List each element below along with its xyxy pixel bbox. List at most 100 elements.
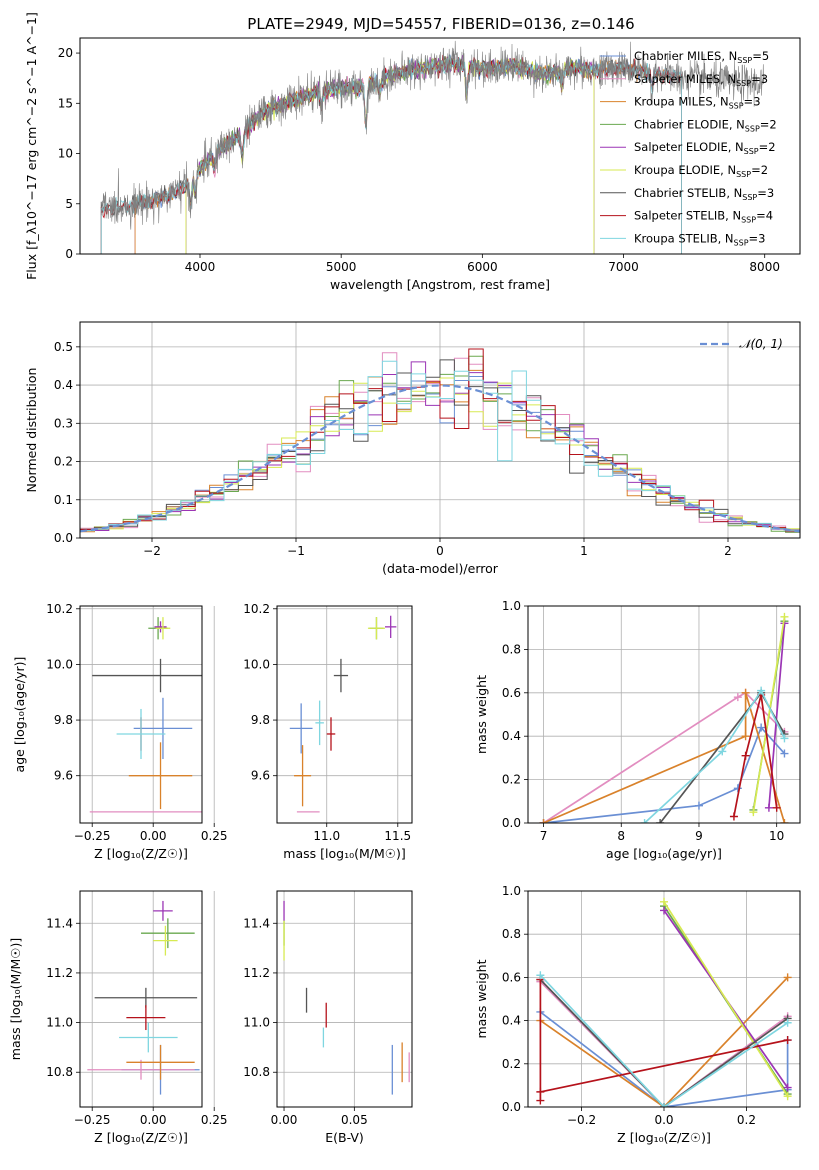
plot-area-age_vs_Z: [89, 617, 202, 813]
y-axis-label: Normed distribution: [24, 368, 39, 493]
observed-spectrum-line: [100, 40, 765, 230]
x-tick-label: 5000: [326, 260, 357, 274]
x-tick-label: −2: [143, 544, 161, 558]
x-tick-label: 8: [617, 829, 625, 843]
x-tick-label: 0: [436, 544, 444, 558]
legend-entry-name: Salpeter MILES: [634, 72, 720, 86]
y-tick-label: 10: [58, 147, 73, 161]
legend-entry-name: Salpeter ELODIE: [634, 140, 728, 154]
errorbar-kroupa-miles: [294, 745, 312, 807]
x-axis-label: age [log₁₀(age/yr)]: [606, 846, 722, 861]
y-tick-label: 10.2: [243, 602, 270, 616]
legend-entry-nssp: 3: [758, 231, 765, 245]
weight-marker: [783, 973, 792, 982]
x-axis-label: mass [log₁₀(M/M☉)]: [283, 846, 405, 861]
y-tick-label: 10.2: [46, 602, 73, 616]
weight-marker: [764, 803, 773, 812]
x-tick-label: 10: [769, 829, 784, 843]
x-tick-label: 7: [540, 829, 548, 843]
plot-area-age_vs_mass: [289, 615, 397, 813]
legend-entry: Chabrier MILES, NSSP=5: [634, 49, 769, 65]
errorbar-chabrier-elodie: [141, 918, 195, 949]
errorbar-kroupa-elodie: [153, 925, 178, 956]
legend-entry-nssp: 4: [766, 209, 773, 223]
x-tick-label: 1: [580, 544, 588, 558]
weight-marker: [656, 819, 665, 823]
weight-marker: [539, 819, 548, 823]
legend-entry-nssp: 2: [768, 140, 775, 154]
y-tick-label: 10.0: [46, 657, 73, 671]
x-tick-label: 6000: [467, 260, 498, 274]
y-tick-label: 20: [58, 46, 73, 60]
panel-residuals: −2 −1 0 1 2 0.0 0.1 0.2 0.3 0.4 0.5 (data-model)/er…: [24, 321, 801, 576]
weight-marker: [741, 732, 750, 741]
legend-entry: 𝒩(0, 1): [739, 337, 783, 351]
weight-line-kroupa-elodie: [663, 901, 789, 1097]
legend-entry-nssp: 5: [762, 49, 769, 63]
y-tick-label: 10.8: [46, 1065, 73, 1079]
x-tick-label: 0.00: [140, 1113, 167, 1127]
errorbar-kroupa-stelib: [315, 700, 324, 746]
errorbar-salpeter-elodie: [154, 621, 167, 633]
x-tick-label: 8000: [749, 260, 780, 274]
errorbar-chabrier-miles: [133, 697, 193, 760]
panel-age_vs_Z: −0.25 0.00 0.25 9.6 9.8 10.0 10.2 Z [log₁₀(Z/Z☉…: [12, 602, 228, 861]
errorbar-chabrier-stelib: [94, 987, 198, 1008]
legend-entry: Salpeter STELIB, NSSP=4: [634, 209, 773, 225]
weight-marker: [733, 784, 742, 793]
x-axis-label: wavelength [Angstrom, rest frame]: [330, 277, 550, 292]
x-tick-label: 11.0: [313, 829, 340, 843]
legend-entry-nssp: 3: [761, 72, 768, 86]
weight-marker: [660, 906, 668, 915]
weight-line-salpeter-stelib: [539, 979, 788, 1101]
weight-marker: [757, 686, 766, 695]
panel-mass_vs_Z: −0.25 0.00 0.25 10.8 11.0 11.2 11.4 Z [log₁₀(Z/…: [8, 890, 228, 1145]
weight-marker: [780, 612, 789, 621]
x-tick-label: 0.2: [737, 1113, 756, 1127]
plot-area-mass_vs_Z: [87, 900, 200, 1095]
panel-spectrum: 4000 5000 6000 7000 8000 0 5 10 15 20 wavelength […: [24, 12, 801, 292]
legend-entry-name: Kroupa ELODIE: [634, 163, 720, 177]
weight-marker: [741, 688, 750, 697]
x-tick-label: −0.2: [567, 1113, 596, 1127]
legend-entry-name: Kroupa MILES: [634, 95, 713, 109]
plot-area-residuals: [80, 348, 800, 538]
y-tick-label: 0.2: [502, 773, 521, 787]
weight-marker: [757, 723, 766, 732]
weight-marker: [780, 749, 789, 758]
y-tick-label: 0.3: [54, 416, 73, 430]
weight-marker: [733, 693, 742, 702]
errorbar-kroupa-miles: [126, 1044, 195, 1080]
errorbar-salpeter-stelib: [326, 717, 336, 751]
axes-frame: [79, 605, 203, 824]
errorbar-salpeter-elodie: [385, 615, 397, 638]
errorbar-salpeter-elodie: [153, 900, 173, 921]
legend-entry: Kroupa MILES, NSSP=3: [634, 95, 761, 111]
y-tick-label: 0.2: [502, 1057, 521, 1071]
weight-marker: [783, 1083, 792, 1092]
legend-entry-nssp: 3: [753, 95, 760, 109]
weight-marker: [741, 751, 750, 760]
axes-frame: [79, 890, 203, 1108]
weight-marker: [780, 734, 789, 743]
weight-line-kroupa-elodie: [752, 616, 786, 813]
y-tick-label: 9.6: [54, 769, 73, 783]
y-tick-label: 1.0: [502, 884, 521, 898]
weight-line-kroupa-stelib: [644, 688, 786, 823]
y-tick-label: 1.0: [502, 599, 521, 613]
x-axis-label: (data-model)/error: [382, 561, 499, 576]
y-tick-label: 9.8: [251, 713, 270, 727]
plot-area-mass_weight_vs_Z: [536, 897, 792, 1107]
x-tick-label: 0.0: [654, 1113, 673, 1127]
legend-entry-nssp: 3: [767, 186, 774, 200]
x-axis-label: Z [log₁₀(Z/Z☉)]: [94, 846, 188, 861]
normal-reference-curve: [80, 384, 800, 533]
y-tick-label: 0.6: [502, 686, 521, 700]
axes-frame: [79, 37, 801, 255]
legend-entry-name: Chabrier STELIB: [634, 186, 726, 200]
legend-entry-name: Chabrier ELODIE: [634, 117, 729, 131]
plot-area-mass_weight_vs_age: [539, 612, 789, 823]
legend-entry-name: Chabrier MILES: [634, 49, 721, 63]
legend-entry-name: Salpeter STELIB: [634, 209, 725, 223]
weight-line-salpeter-elodie: [768, 623, 786, 808]
